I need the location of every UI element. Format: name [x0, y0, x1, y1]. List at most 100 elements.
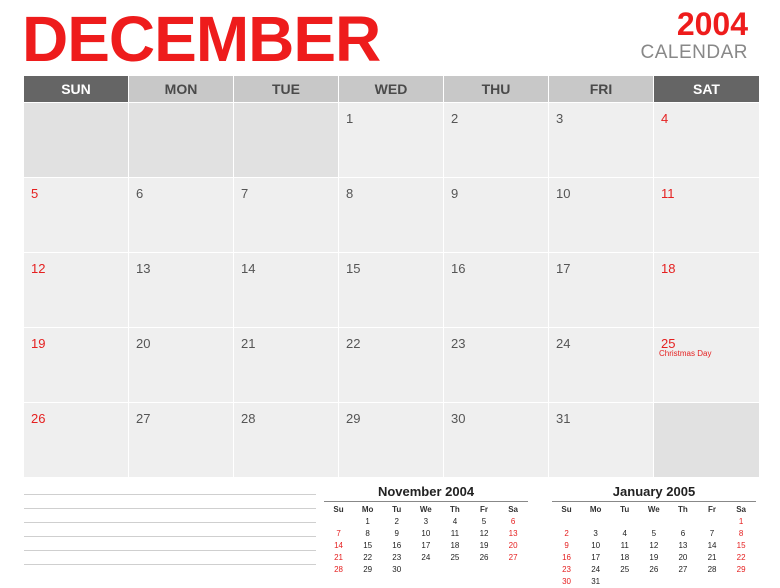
- day-cell[interactable]: 14: [234, 253, 338, 327]
- mini-calendar-november: November 2004 Su Mo Tu We Th Fr Sa 1 2 3 4 5 6 7 8 9 10 1…: [324, 484, 528, 576]
- mini-day-number: 6: [510, 517, 516, 526]
- day-cell[interactable]: 1: [339, 103, 443, 177]
- mini-day-number: 10: [591, 541, 601, 550]
- mini-calendar-week-row: 2 3 4 5 6 7 8: [552, 528, 756, 540]
- mini-day-number: 18: [450, 541, 460, 550]
- mini-day-number: 24: [591, 565, 601, 574]
- weekday-header-fri: FRI: [549, 76, 653, 102]
- mini-day-number: [727, 576, 756, 588]
- day-cell[interactable]: 24: [549, 328, 653, 402]
- day-cell[interactable]: 5: [24, 178, 128, 252]
- day-number: 27: [136, 411, 151, 426]
- mini-day-number: 7: [336, 529, 341, 538]
- mini-weekday-label: Mo: [361, 505, 374, 514]
- mini-day-number: 20: [508, 541, 518, 550]
- note-line: [24, 522, 316, 523]
- mini-calendar-header-row: Su Mo Tu We Th Fr Sa: [552, 504, 756, 516]
- day-cell[interactable]: 23: [444, 328, 548, 402]
- day-number: 12: [31, 261, 46, 276]
- day-number: 13: [136, 261, 151, 276]
- weekday-header-mon: MON: [129, 76, 233, 102]
- day-cell[interactable]: 31: [549, 403, 653, 477]
- mini-calendar-title: January 2005: [612, 484, 696, 499]
- day-cell[interactable]: 18: [654, 253, 759, 327]
- mini-day-number: 24: [421, 553, 431, 562]
- day-cell[interactable]: 8: [339, 178, 443, 252]
- mini-day-number: 21: [334, 553, 343, 562]
- mini-day-number: 2: [564, 529, 569, 538]
- day-cell[interactable]: 20: [129, 328, 233, 402]
- empty-day-cell: [654, 403, 759, 477]
- empty-day-cell: [234, 103, 338, 177]
- day-cell[interactable]: 16: [444, 253, 548, 327]
- mini-day-number: 31: [591, 577, 601, 586]
- day-number: 17: [556, 261, 571, 276]
- mini-calendar-title: November 2004: [377, 484, 475, 499]
- mini-calendar-week-row: 1: [552, 516, 756, 528]
- day-number: 30: [451, 411, 466, 426]
- mini-day-number: 15: [736, 541, 746, 550]
- day-number: 5: [31, 186, 39, 201]
- notes-area[interactable]: [24, 494, 316, 578]
- day-cell[interactable]: 26: [24, 403, 128, 477]
- day-number: 19: [31, 336, 46, 351]
- day-number: 21: [241, 336, 256, 351]
- mini-day-number: 12: [479, 529, 489, 538]
- week-row: 1 2 3 4: [24, 103, 759, 177]
- day-cell[interactable]: 28: [234, 403, 338, 477]
- day-cell[interactable]: 25 Christmas Day: [654, 328, 759, 402]
- mini-day-number: 8: [365, 529, 370, 538]
- day-cell[interactable]: 12: [24, 253, 128, 327]
- mini-day-number: 14: [707, 541, 717, 550]
- day-cell[interactable]: 7: [234, 178, 338, 252]
- day-cell[interactable]: 29: [339, 403, 443, 477]
- mini-day-number: 27: [508, 553, 518, 562]
- day-number: 1: [346, 111, 354, 126]
- day-cell[interactable]: 15: [339, 253, 443, 327]
- day-cell[interactable]: 6: [129, 178, 233, 252]
- day-cell[interactable]: 4: [654, 103, 759, 177]
- day-number: 3: [556, 111, 564, 126]
- day-cell[interactable]: 11: [654, 178, 759, 252]
- day-cell[interactable]: 30: [444, 403, 548, 477]
- mini-weekday-label: We: [419, 505, 432, 514]
- day-cell[interactable]: 3: [549, 103, 653, 177]
- day-cell[interactable]: 9: [444, 178, 548, 252]
- day-cell[interactable]: 2: [444, 103, 548, 177]
- mini-calendar-january: January 2005 Su Mo Tu We Th Fr Sa 1 2 3 4 5 6 7 8 9 10 11…: [552, 484, 756, 588]
- day-cell[interactable]: 13: [129, 253, 233, 327]
- day-cell[interactable]: 17: [549, 253, 653, 327]
- year-label: 2004: [676, 6, 748, 42]
- mini-day-number: 2: [394, 517, 399, 526]
- day-cell[interactable]: 22: [339, 328, 443, 402]
- mini-day-number: 6: [680, 529, 686, 538]
- day-number: 10: [556, 186, 571, 201]
- mini-day-number: [552, 516, 581, 528]
- day-cell[interactable]: 21: [234, 328, 338, 402]
- weekday-header-tue: TUE: [234, 76, 338, 102]
- day-number: 16: [451, 261, 466, 276]
- month-title: DECEMBER: [22, 3, 381, 75]
- mini-calendar-week-row: 23 24 25 26 27 28 29: [552, 564, 756, 576]
- day-cell[interactable]: 19: [24, 328, 128, 402]
- mini-day-number: 19: [649, 553, 659, 562]
- mini-calendar-week-row: 16 17 18 19 20 21 22: [552, 552, 756, 564]
- mini-day-number: [668, 516, 697, 528]
- mini-day-number: 29: [736, 565, 746, 574]
- mini-day-number: 1: [365, 517, 370, 526]
- day-cell[interactable]: 10: [549, 178, 653, 252]
- day-number: 29: [346, 411, 361, 426]
- day-number: 4: [661, 111, 669, 126]
- mini-day-number: 1: [738, 517, 744, 526]
- mini-weekday-label: Su: [561, 505, 572, 514]
- week-row: 5 6 7 8 9 10 11: [24, 178, 759, 252]
- weekday-header-wed: WED: [339, 76, 443, 102]
- mini-day-number: 26: [649, 565, 659, 574]
- day-cell[interactable]: 27: [129, 403, 233, 477]
- mini-day-number: 22: [363, 553, 373, 562]
- mini-day-number: 9: [394, 529, 399, 538]
- mini-weekday-label: Th: [450, 505, 460, 514]
- note-line: [24, 564, 316, 565]
- day-number: 25: [661, 336, 676, 351]
- weeks-container: 1 2 3 4 5 6 7 8 9 10 11 12 13 14 15 16 17 18 19 20 21 22 23 24 2…: [24, 103, 759, 477]
